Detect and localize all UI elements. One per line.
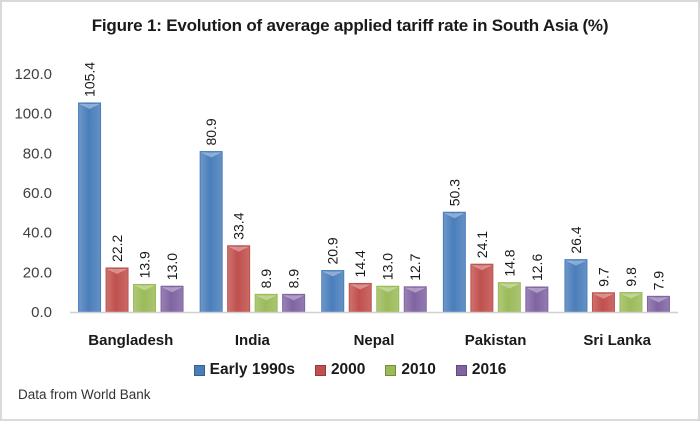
data-label: 9.7 [595,267,611,287]
bar-highlight [471,265,492,271]
data-label: 12.6 [529,254,545,281]
data-label: 50.3 [446,179,462,206]
bar-highlight [405,287,426,293]
legend-swatch [314,364,326,376]
y-tick-label: 60.0 [23,185,52,202]
y-tick-label: 100.0 [14,106,52,123]
bar-bangladesh-2000 [105,267,129,313]
bar-highlight [648,297,669,303]
data-label: 20.9 [325,237,341,264]
x-axis: Bangladesh India Nepal Pakistan Sri Lanka [88,332,651,349]
bar-highlight [565,260,586,266]
legend-label: 2016 [471,361,507,378]
data-label: 12.7 [407,253,423,280]
x-category-label: Bangladesh [88,332,173,349]
bar-highlight [444,213,465,219]
bar-highlight [377,287,398,293]
bar-highlight [499,283,520,289]
bar-highlight [526,288,547,294]
y-tick-label: 80.0 [23,145,52,162]
data-label: 13.0 [164,253,180,280]
data-label: 14.8 [501,249,517,276]
bar-highlight [201,152,222,158]
data-label: 14.4 [352,250,368,277]
legend-swatch [455,364,467,376]
y-tick-label: 20.0 [23,264,52,281]
legend-label: 2000 [330,361,366,378]
data-label: 80.9 [203,118,219,145]
legend-item: Early 1990s [193,361,295,379]
bar-nepal-early-1990s [321,270,345,313]
data-label: 26.4 [568,226,584,253]
legend-item: 2010 [385,361,436,379]
bar-highlight [134,285,155,291]
bar-highlight [107,268,128,274]
bar-sri-lanka-early-1990s [564,259,588,313]
data-label: 8.9 [286,269,302,289]
y-tick-label: 120.0 [14,66,52,83]
legend-item: 2016 [455,361,507,379]
data-label: 7.9 [650,271,666,291]
x-category-label: Pakistan [465,332,527,349]
x-category-label: India [235,332,271,349]
legend-label: 2010 [401,361,436,378]
y-tick-label: 0.0 [31,304,52,321]
source-note: Data from World Bank [18,387,151,402]
bar-bangladesh-early-1990s [78,102,102,313]
y-axis: 0.0 20.0 40.0 60.0 80.0 100.0 120.0 [14,66,52,321]
bar-pakistan-2000 [470,263,494,313]
data-label: 33.4 [231,212,247,239]
bar-highlight [620,293,641,299]
bar-india-early-1990s [199,151,223,313]
y-tick-label: 40.0 [23,225,52,242]
data-label: 13.9 [137,251,153,278]
data-label: 13.0 [380,253,396,280]
chart-title: Figure 1: Evolution of average applied t… [91,16,609,35]
data-label: 22.2 [109,235,125,262]
data-label: 9.8 [623,267,639,287]
legend: Early 1990s 2000 2010 2016 [0,361,700,379]
bar-india-2000 [227,245,251,313]
data-label: 24.1 [474,231,490,258]
bar-highlight [256,295,277,301]
legend-label: Early 1990s [209,361,295,378]
data-label: 105.4 [82,62,98,97]
bar-highlight [79,103,100,109]
data-label: 8.9 [258,269,274,289]
bar-highlight [593,293,614,299]
bar-highlight [228,246,249,252]
x-category-label: Sri Lanka [583,332,651,349]
legend-swatch [385,364,397,376]
legend-item: 2000 [314,361,366,379]
bar-pakistan-early-1990s [442,211,466,313]
bar-highlight [283,295,304,301]
legend-swatch [193,364,205,376]
bar-highlight [162,287,183,293]
bar-highlight [322,271,343,277]
bar-highlight [350,284,371,290]
x-category-label: Nepal [354,332,395,349]
data-labels: 105.4 22.2 13.9 13.0 80.9 33.4 8.9 8.9 20.9 14.4 1… [82,62,667,291]
bars [78,102,670,313]
